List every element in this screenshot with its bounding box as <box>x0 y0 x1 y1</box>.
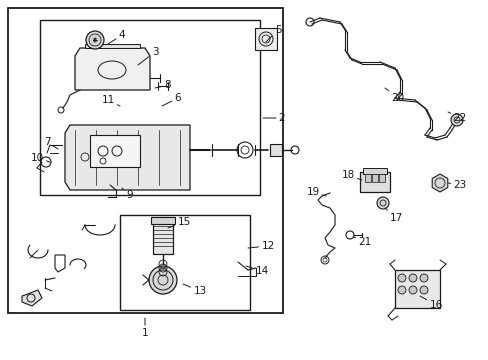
Circle shape <box>397 286 405 294</box>
Text: 16: 16 <box>419 296 442 310</box>
Bar <box>254 28 276 50</box>
Bar <box>151 217 175 224</box>
Text: 8: 8 <box>155 80 171 90</box>
Polygon shape <box>65 125 190 190</box>
Bar <box>269 144 282 156</box>
Bar <box>364 174 370 182</box>
Text: 20: 20 <box>384 88 404 103</box>
Circle shape <box>419 286 427 294</box>
Text: 3: 3 <box>138 47 158 65</box>
Text: 23: 23 <box>447 180 466 190</box>
Text: 14: 14 <box>245 266 268 276</box>
Bar <box>153 222 173 254</box>
Polygon shape <box>22 290 42 306</box>
Text: 9: 9 <box>122 188 133 200</box>
Circle shape <box>376 197 388 209</box>
Text: 12: 12 <box>247 241 274 251</box>
Circle shape <box>408 274 416 282</box>
Text: 7: 7 <box>43 137 58 149</box>
Circle shape <box>397 274 405 282</box>
Text: 21: 21 <box>353 237 371 247</box>
Text: 1: 1 <box>142 318 148 338</box>
Polygon shape <box>431 174 447 192</box>
Text: 18: 18 <box>341 170 361 180</box>
Text: 6: 6 <box>162 93 181 106</box>
Text: 22: 22 <box>447 112 466 123</box>
Bar <box>359 172 389 192</box>
Bar <box>371 174 377 182</box>
Bar <box>40 20 260 195</box>
Text: 11: 11 <box>101 95 120 106</box>
Bar <box>394 270 439 308</box>
Text: 10: 10 <box>30 153 50 163</box>
Circle shape <box>408 286 416 294</box>
Bar <box>90 135 140 167</box>
Text: 13: 13 <box>183 284 206 296</box>
Circle shape <box>86 31 104 49</box>
Circle shape <box>149 266 177 294</box>
Bar <box>362 168 386 174</box>
Text: 5: 5 <box>265 25 281 42</box>
Bar <box>120 215 249 310</box>
Circle shape <box>450 114 462 126</box>
Text: 15: 15 <box>168 217 190 228</box>
Bar <box>8 8 283 313</box>
Text: 19: 19 <box>306 187 325 197</box>
Text: 4: 4 <box>108 30 125 44</box>
Bar <box>378 174 384 182</box>
Text: 2: 2 <box>263 113 285 123</box>
Text: 17: 17 <box>384 208 402 223</box>
Polygon shape <box>75 48 150 90</box>
Polygon shape <box>85 44 140 48</box>
Circle shape <box>419 274 427 282</box>
